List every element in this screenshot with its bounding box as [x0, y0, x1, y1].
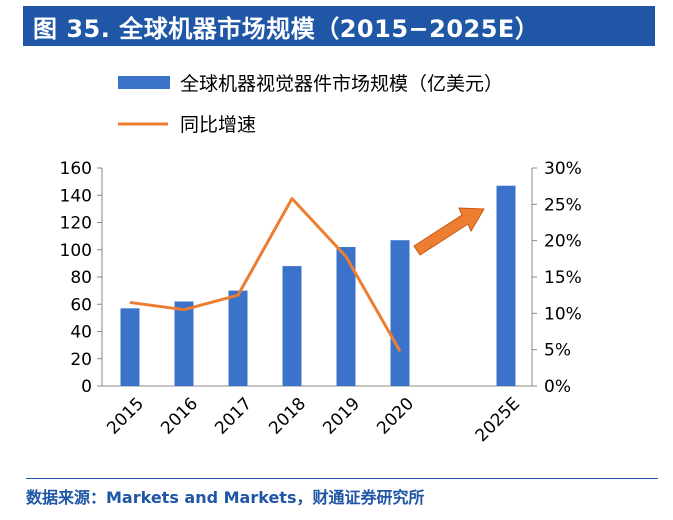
x-tick-label: 2015 — [103, 394, 148, 439]
trend-arrow — [413, 207, 485, 256]
bar-2025E — [496, 185, 516, 386]
right-tick-label: 30% — [544, 159, 582, 179]
bar-2017 — [228, 290, 248, 386]
left-tick-label: 60 — [70, 295, 92, 315]
x-tick-label: 2020 — [373, 394, 418, 439]
left-tick-label: 80 — [70, 268, 92, 288]
right-tick-label: 20% — [544, 232, 582, 252]
bar-2020 — [390, 240, 410, 386]
left-tick-label: 40 — [70, 323, 92, 343]
legend-bar-label: 全球机器视觉器件市场规模（亿美元） — [180, 73, 503, 95]
right-tick-label: 0% — [544, 377, 571, 397]
source-note: 数据来源：Markets and Markets，财通证券研究所 — [26, 488, 425, 507]
right-tick-label: 5% — [544, 341, 571, 361]
bar-2019 — [336, 247, 356, 386]
left-tick-label: 100 — [60, 241, 92, 261]
left-tick-label: 0 — [81, 377, 92, 397]
left-tick-label: 160 — [60, 159, 92, 179]
x-tick-label: 2017 — [211, 394, 256, 439]
right-tick-label: 25% — [544, 195, 582, 215]
bar-2018 — [282, 266, 302, 386]
source-divider — [26, 478, 658, 479]
right-tick-label: 15% — [544, 268, 582, 288]
left-tick-label: 140 — [60, 186, 92, 206]
figure-title-bar: 图 35. 全球机器市场规模（2015−2025E） — [23, 6, 655, 46]
x-tick-label: 2025E — [472, 394, 524, 446]
left-tick-label: 120 — [60, 214, 92, 234]
legend-bar-swatch — [118, 76, 170, 89]
right-tick-label: 10% — [544, 304, 582, 324]
x-tick-label: 2018 — [265, 394, 310, 439]
x-tick-label: 2019 — [319, 394, 364, 439]
bar-2015 — [120, 308, 140, 386]
legend-line-label: 同比增速 — [180, 114, 256, 136]
bar-2016 — [174, 301, 194, 386]
growth-rate-line — [129, 197, 402, 352]
x-tick-label: 2016 — [157, 394, 202, 439]
figure-title: 图 35. 全球机器市场规模（2015−2025E） — [33, 14, 540, 43]
left-tick-label: 20 — [70, 350, 92, 370]
